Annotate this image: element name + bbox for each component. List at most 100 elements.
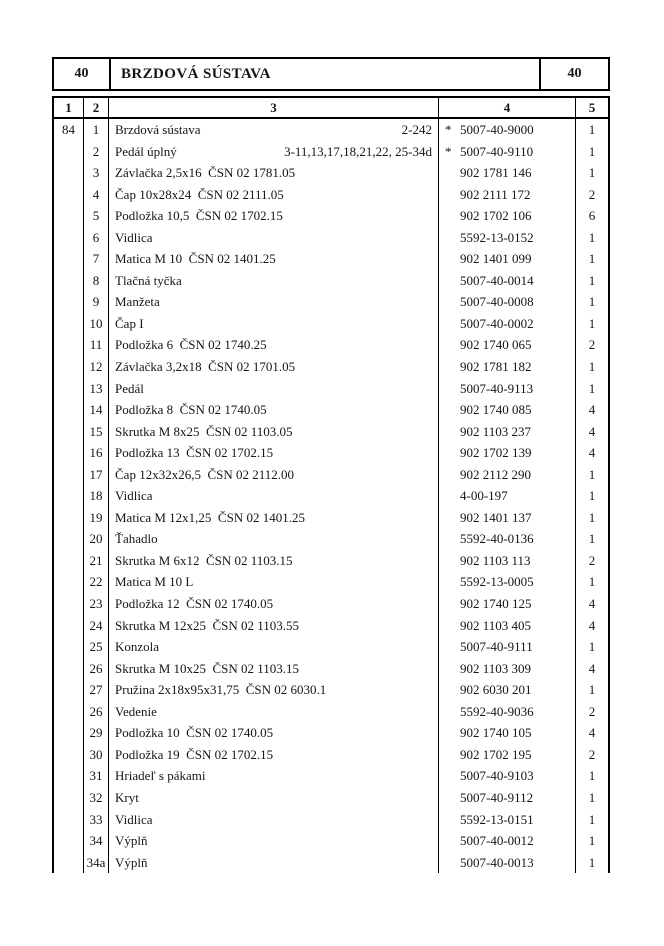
col-part-number: 902 1103 237 xyxy=(439,420,576,443)
col-group-ref xyxy=(54,291,84,313)
col-position: 29 xyxy=(84,722,109,744)
col-description: Podložka 6 ČSN 02 1740.25 xyxy=(109,334,439,357)
col-description: Ťahadlo xyxy=(109,528,439,550)
asterisk-mark xyxy=(445,464,460,486)
col-position: 31 xyxy=(84,765,109,787)
col-group-ref xyxy=(54,226,84,249)
col-description: Skrutka M 12x25 ČSN 02 1103.55 xyxy=(109,614,439,637)
asterisk-mark xyxy=(445,378,460,400)
col-quantity: 1 xyxy=(588,639,596,655)
part-name: Podložka 10,5 ČSN 02 1702.15 xyxy=(115,208,283,224)
part-name: Skrutka M 6x12 ČSN 02 1103.15 xyxy=(115,552,293,568)
part-number: 5592-13-0152 xyxy=(460,229,534,245)
col-part-number: * 5007-40-9110 xyxy=(439,140,576,163)
col-group-ref xyxy=(54,722,84,744)
col-position: 22 xyxy=(84,571,109,594)
asterisk-mark xyxy=(445,722,460,744)
asterisk-mark xyxy=(445,852,460,874)
asterisk-mark xyxy=(445,809,460,831)
col-part-number: 5592-40-9036 xyxy=(439,700,576,723)
col-group-ref xyxy=(54,614,84,637)
col-quantity: 1 xyxy=(588,488,596,504)
col-quantity: 1 xyxy=(588,509,596,525)
asterisk-mark xyxy=(445,550,460,572)
col-description: Matica M 10 ČSN 02 1401.25 xyxy=(109,248,439,270)
col-group-ref xyxy=(54,183,84,206)
part-name: Brzdová sústava xyxy=(115,122,201,137)
col-position: 8 xyxy=(84,269,109,292)
part-name: Podložka 8 ČSN 02 1740.05 xyxy=(115,402,267,418)
col-part-number: 5592-13-0152 xyxy=(439,226,576,249)
col-group-ref xyxy=(54,205,84,227)
col-position: 3 xyxy=(84,162,109,184)
asterisk-mark xyxy=(445,270,460,292)
col-part-number: 902 1103 113 xyxy=(439,549,576,572)
column-header-5: 5 xyxy=(588,100,596,115)
part-number: 902 1740 125 xyxy=(460,596,532,612)
table-row: 32 Kryt 5007-40-9112 1 xyxy=(54,786,608,809)
asterisk-mark xyxy=(445,507,460,529)
part-name: Pedál xyxy=(115,380,144,396)
col-description: Skrutka M 10x25 ČSN 02 1103.15 xyxy=(109,657,439,680)
table-row: 23 Podložka 12 ČSN 02 1740.05 902 1740 125… xyxy=(54,593,608,615)
col-description: Matica M 10 L xyxy=(109,571,439,594)
col-part-number: 902 1702 106 xyxy=(439,205,576,227)
col-description: Podložka 12 ČSN 02 1740.05 xyxy=(109,593,439,615)
col-group-ref xyxy=(54,506,84,529)
section-code-right: 40 xyxy=(539,59,608,89)
part-name: Tlačná tyčka xyxy=(115,272,182,288)
col-part-number: 902 1103 405 xyxy=(439,614,576,637)
col-quantity: 1 xyxy=(588,682,596,698)
col-description: Kryt xyxy=(109,786,439,809)
col-part-number: 5007-40-0002 xyxy=(439,312,576,335)
part-name: Skrutka M 8x25 ČSN 02 1103.05 xyxy=(115,423,293,439)
col-quantity: 1 xyxy=(588,272,596,288)
col-group-ref xyxy=(54,808,84,831)
col-position: 26 xyxy=(84,657,109,680)
col-group-ref xyxy=(54,765,84,787)
part-name: Manžeta xyxy=(115,294,160,310)
part-number: 5007-40-0008 xyxy=(460,294,534,310)
col-description: Matica M 12x1,25 ČSN 02 1401.25 xyxy=(109,506,439,529)
table-row: 27 Pružina 2x18x95x31,75 ČSN 02 6030.1 902… xyxy=(54,679,608,701)
col-description: Hriadeľ s pákami xyxy=(109,765,439,787)
col-position: 26 xyxy=(84,700,109,723)
asterisk-mark xyxy=(445,334,460,356)
parts-table: 1 2 3 4 5 84 1 Brzdová sústava 2-242 * 5007-4… xyxy=(52,96,610,874)
col-position: 24 xyxy=(84,614,109,637)
col-part-number: 5007-40-9112 xyxy=(439,786,576,809)
col-part-number: 5007-40-0014 xyxy=(439,269,576,292)
part-number: 4-00-197 xyxy=(460,488,508,504)
part-number: 902 6030 201 xyxy=(460,682,532,698)
part-number: 5007-40-0012 xyxy=(460,833,534,849)
table-row: 84 1 Brzdová sústava 2-242 * 5007-40-9000 1 xyxy=(54,119,608,141)
part-number: 902 1103 309 xyxy=(460,660,532,676)
table-row: 15 Skrutka M 8x25 ČSN 02 1103.05 902 1103 … xyxy=(54,420,608,443)
asterisk-mark xyxy=(445,485,460,507)
col-quantity: 4 xyxy=(588,596,596,612)
col-quantity: 1 xyxy=(588,574,596,590)
col-quantity: 2 xyxy=(588,746,596,762)
col-quantity: 1 xyxy=(588,143,596,159)
col-group-ref xyxy=(54,269,84,292)
part-number: 902 1781 146 xyxy=(460,165,532,181)
col-quantity: 1 xyxy=(588,380,596,396)
part-name: Vedenie xyxy=(115,703,157,719)
asterisk-mark xyxy=(445,615,460,637)
col-part-number: 902 1103 309 xyxy=(439,657,576,680)
col-part-number: 5592-13-0151 xyxy=(439,808,576,831)
col-position: 33 xyxy=(84,808,109,831)
col-group-ref xyxy=(54,549,84,572)
part-number: 5007-40-9103 xyxy=(460,768,534,784)
part-name: Podložka 12 ČSN 02 1740.05 xyxy=(115,596,274,612)
col-group-ref xyxy=(54,463,84,486)
part-name: Vidlica xyxy=(115,811,153,827)
part-name: Výplň xyxy=(115,833,148,849)
col-position: 2 xyxy=(84,140,109,163)
table-row: 16 Podložka 13 ČSN 02 1702.15 902 1702 139… xyxy=(54,442,608,464)
col-quantity: 1 xyxy=(588,359,596,375)
col-part-number: 902 1740 065 xyxy=(439,334,576,357)
col-group-ref xyxy=(54,700,84,723)
part-name: Závlačka 3,2x18 ČSN 02 1701.05 xyxy=(115,359,296,375)
col-position: 19 xyxy=(84,506,109,529)
